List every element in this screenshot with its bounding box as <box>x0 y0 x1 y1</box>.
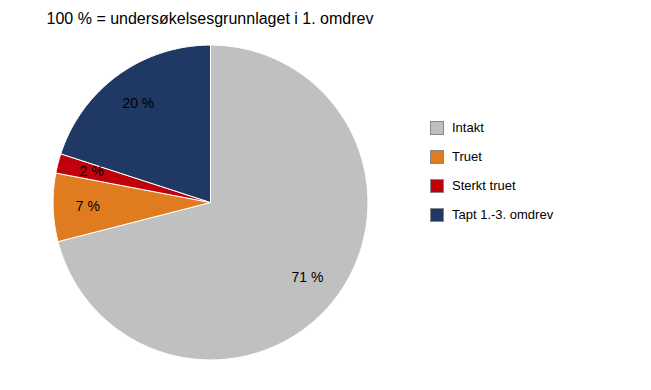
html-text:Truet: Truet <box>452 149 482 164</box>
svg-text:2 %: 2 % <box>80 163 104 179</box>
html-text:Sterkt truet: Sterkt truet <box>452 178 516 193</box>
html-text:100 % = undersøkelsesgrunnlage: 100 % = undersøkelsesgrunnlaget i 1. omd… <box>46 10 374 27</box>
svg-text:7 %: 7 % <box>76 198 100 214</box>
html-text:Intakt: Intakt <box>452 120 484 135</box>
svg-text:71 %: 71 % <box>292 269 324 285</box>
svg-text:20 %: 20 % <box>122 95 154 111</box>
html-text:Tapt 1.-3. omdrev: Tapt 1.-3. omdrev <box>452 207 554 222</box>
